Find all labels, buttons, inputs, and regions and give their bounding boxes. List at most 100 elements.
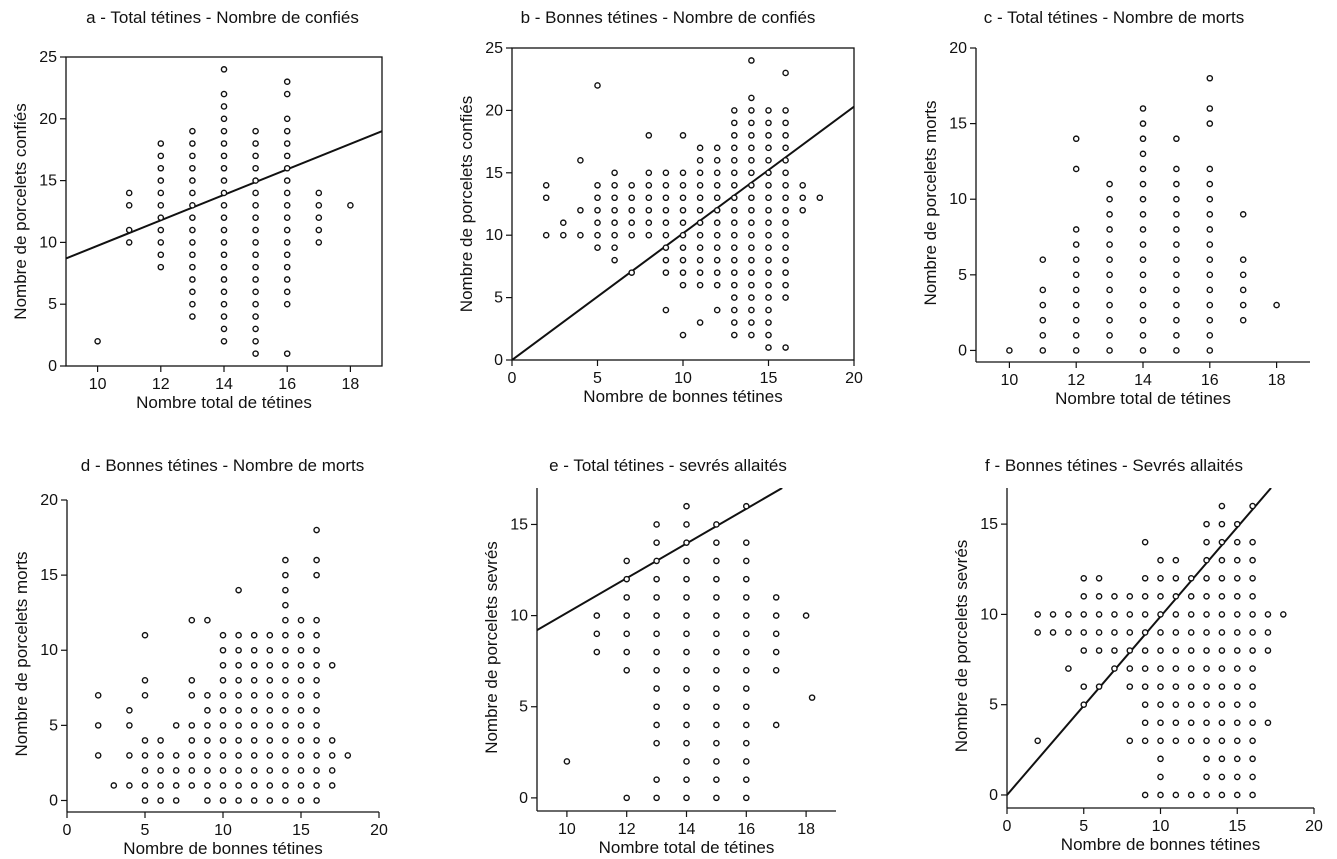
data-point	[172, 752, 180, 759]
data-point	[204, 752, 211, 759]
data-point	[748, 294, 755, 301]
data-point	[662, 194, 670, 202]
data-point	[204, 737, 211, 744]
data-point	[1106, 347, 1113, 354]
data-point	[653, 575, 660, 583]
data-point	[623, 557, 630, 565]
data-point	[297, 737, 305, 744]
data-point	[1126, 629, 1134, 636]
data-point	[157, 164, 165, 172]
data-point	[1106, 271, 1113, 279]
data-point	[282, 661, 289, 669]
data-point	[219, 767, 227, 774]
data-point	[126, 782, 133, 789]
data-point	[1203, 574, 1210, 582]
data-point	[125, 239, 133, 246]
data-point	[1218, 574, 1226, 582]
data-point	[235, 752, 242, 759]
data-point	[157, 737, 164, 744]
data-point	[188, 722, 196, 729]
data-point	[742, 666, 750, 674]
data-point	[593, 612, 601, 619]
data-point	[799, 194, 807, 202]
data-point	[742, 630, 750, 638]
data-point	[1187, 611, 1195, 618]
data-point	[1039, 286, 1047, 294]
data-point	[765, 206, 772, 214]
data-point	[696, 231, 704, 239]
data-point	[250, 722, 258, 729]
data-point	[1206, 105, 1214, 112]
y-tick-label: 15	[980, 516, 998, 533]
data-point	[1072, 226, 1080, 233]
data-point	[189, 251, 196, 259]
data-point	[283, 152, 291, 160]
data-point	[765, 256, 772, 264]
x-tick-label: 0	[63, 822, 72, 839]
data-point	[679, 256, 687, 264]
data-point	[1172, 719, 1180, 727]
data-point	[1141, 665, 1149, 672]
data-point	[1139, 211, 1147, 218]
data-point	[653, 703, 660, 711]
data-point	[713, 181, 721, 189]
data-point	[1218, 611, 1226, 618]
data-point	[696, 244, 704, 251]
data-point	[252, 251, 259, 259]
data-point	[1218, 791, 1226, 799]
data-point	[250, 782, 258, 789]
data-point	[623, 648, 630, 656]
data-point	[220, 300, 228, 308]
data-point	[748, 244, 755, 251]
data-point	[765, 119, 772, 127]
data-point	[683, 758, 690, 765]
x-tick-label: 16	[1201, 372, 1219, 389]
data-point	[679, 244, 687, 251]
x-tick-label: 10	[558, 821, 576, 838]
data-point	[808, 694, 816, 701]
data-point	[748, 319, 755, 326]
data-point	[220, 140, 228, 147]
data-point	[1141, 701, 1149, 708]
chart-panel-c: c - Total tétines - Nombre de morts 10 12…	[891, 0, 1337, 420]
data-point	[1249, 683, 1256, 690]
data-point	[1080, 593, 1088, 600]
data-point	[653, 539, 660, 546]
data-point	[748, 219, 755, 227]
data-point	[250, 767, 258, 774]
data-point	[315, 239, 323, 246]
data-point	[220, 103, 228, 110]
data-point	[679, 206, 687, 214]
data-point	[623, 575, 630, 583]
data-point	[252, 325, 259, 333]
data-point	[782, 269, 789, 276]
data-point	[730, 169, 738, 177]
data-point	[204, 707, 211, 714]
data-point	[1206, 195, 1214, 203]
data-point	[772, 721, 780, 729]
data-point	[235, 676, 242, 684]
data-point	[283, 115, 291, 123]
data-point	[1106, 256, 1113, 264]
data-point	[1203, 556, 1210, 564]
data-point	[713, 594, 720, 601]
data-point	[696, 144, 704, 152]
data-point	[282, 556, 289, 564]
data-point	[1187, 574, 1195, 582]
data-point	[645, 181, 653, 189]
data-point	[283, 350, 291, 357]
data-point	[1039, 301, 1047, 309]
data-point	[1279, 611, 1287, 618]
data-point	[1233, 611, 1241, 618]
data-point	[220, 152, 228, 160]
data-point	[157, 177, 165, 184]
data-point	[696, 157, 704, 164]
data-point	[713, 194, 721, 202]
data-point	[313, 782, 320, 789]
data-point	[1034, 611, 1041, 618]
data-point	[1249, 773, 1256, 781]
data-point	[282, 737, 289, 744]
data-point	[189, 313, 196, 320]
data-point	[189, 263, 196, 271]
data-point	[1072, 347, 1080, 354]
